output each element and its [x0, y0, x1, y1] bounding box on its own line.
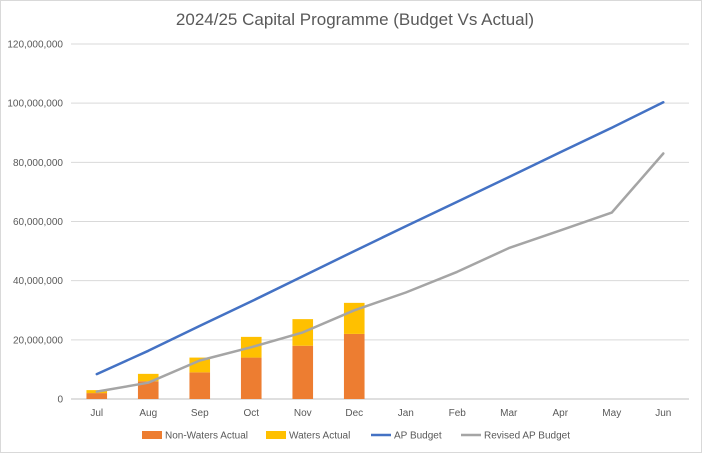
lines	[95, 101, 665, 393]
gridlines	[71, 43, 689, 400]
x-tick-label: Jul	[90, 408, 103, 419]
legend-label-ap-budget: AP Budget	[394, 431, 442, 442]
y-tick-label: 60,000,000	[13, 217, 63, 228]
bar-non-waters-actual-sep	[189, 372, 211, 399]
x-axis-ticks: Jul Aug Sep Oct Nov Dec Jan Feb Mar Apr May Jun	[90, 408, 671, 419]
legend: Non-Waters Actual Waters Actual AP Budget R…	[142, 431, 570, 442]
x-tick-label: Feb	[449, 408, 467, 419]
bars	[86, 302, 365, 399]
x-tick-label: Sep	[191, 408, 209, 419]
x-tick-label: Nov	[294, 408, 312, 419]
x-tick-label: Dec	[345, 408, 363, 419]
bar-waters-actual-sep	[189, 357, 211, 373]
bar-non-waters-actual-oct	[240, 357, 262, 399]
bar-non-waters-actual-jul	[86, 393, 108, 399]
y-tick-label: 80,000,000	[13, 158, 63, 169]
y-axis-ticks: 0 20,000,000 40,000,000 60,000,000 80,000,00…	[7, 40, 63, 406]
legend-swatch-non-waters-actual	[142, 431, 162, 439]
bar-waters-actual-aug	[137, 373, 159, 382]
y-tick-label: 20,000,000	[13, 335, 63, 346]
bar-non-waters-actual-nov	[292, 345, 314, 399]
line-ap-budget	[95, 101, 665, 376]
x-tick-label: Oct	[243, 408, 259, 419]
legend-swatch-waters-actual	[266, 431, 286, 439]
x-tick-label: Jun	[655, 408, 671, 419]
bar-non-waters-actual-aug	[137, 381, 159, 399]
x-tick-label: Apr	[552, 408, 568, 419]
line-revised-ap-budget	[95, 152, 665, 393]
x-tick-label: Aug	[139, 408, 157, 419]
x-tick-label: May	[602, 408, 621, 419]
x-tick-label: Jan	[398, 408, 414, 419]
legend-label-waters-actual: Waters Actual	[289, 431, 350, 442]
y-tick-label: 120,000,000	[7, 40, 63, 51]
y-tick-label: 0	[57, 395, 63, 406]
y-tick-label: 100,000,000	[7, 99, 63, 110]
bar-non-waters-actual-dec	[343, 333, 365, 399]
legend-label-non-waters-actual: Non-Waters Actual	[165, 431, 248, 442]
chart-title: 2024/25 Capital Programme (Budget Vs Act…	[176, 10, 534, 29]
x-tick-label: Mar	[500, 408, 518, 419]
legend-label-revised-ap-budget: Revised AP Budget	[484, 431, 570, 442]
bar-waters-actual-dec	[343, 302, 365, 334]
y-tick-label: 40,000,000	[13, 276, 63, 287]
